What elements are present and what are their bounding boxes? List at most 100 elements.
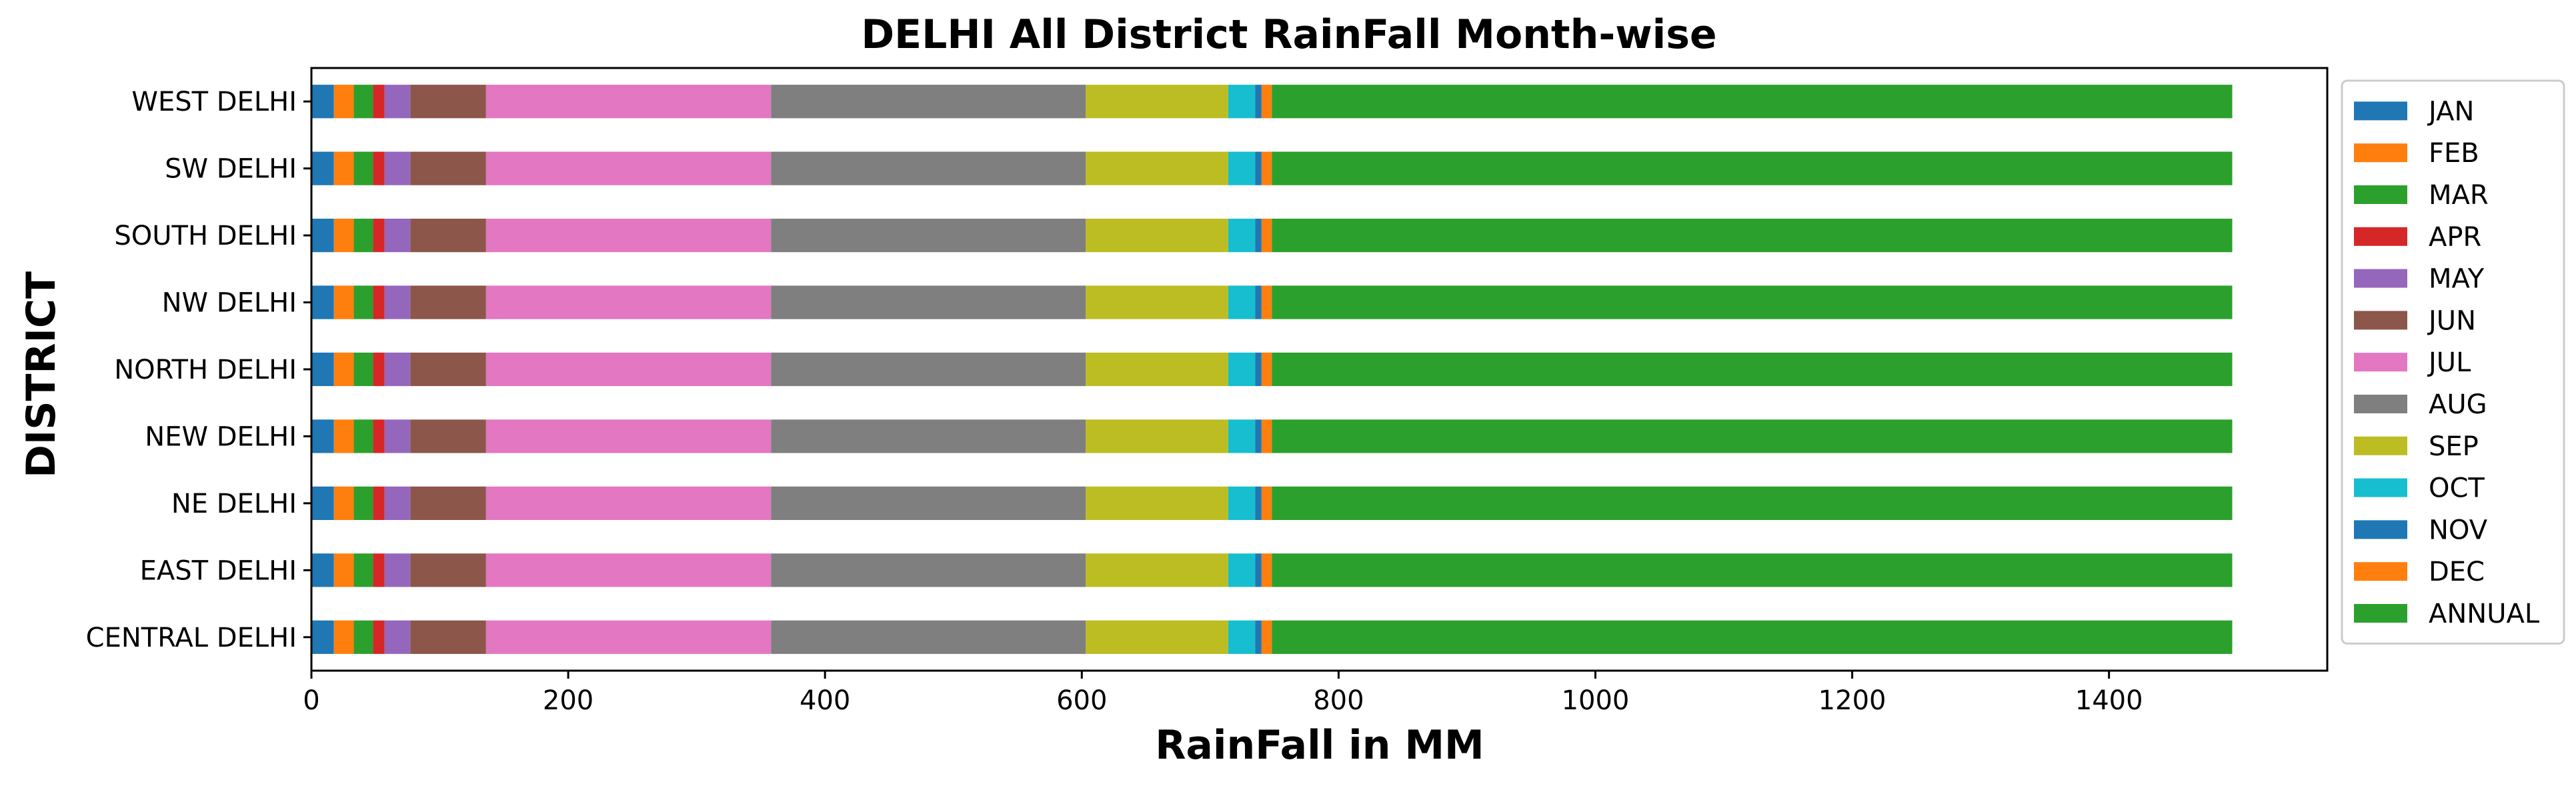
bar-segment-oct	[1228, 352, 1256, 387]
bar-segment-oct	[1228, 553, 1256, 587]
bar-segment-may	[384, 620, 411, 654]
bar-segment-annual	[1272, 219, 2233, 253]
bar-segment-dec	[1261, 553, 1272, 587]
bar-segment-may	[384, 285, 411, 319]
x-tick-label: 0	[303, 685, 319, 716]
bar-segment-may	[384, 486, 411, 520]
legend-swatch-mar	[2354, 185, 2407, 204]
bar-segment-apr	[373, 620, 385, 654]
legend-label: ANNUAL	[2429, 599, 2540, 629]
bar-segment-nov	[1255, 219, 1262, 253]
bar-segment-mar	[353, 553, 373, 587]
chart-title: DELHI All District RainFall Month-wise	[861, 11, 1716, 58]
bar-segment-oct	[1228, 486, 1256, 520]
bar-segment-mar	[353, 151, 373, 185]
bar-segment-jan	[311, 419, 334, 453]
bar-segment-jun	[410, 486, 486, 520]
bar-segment-dec	[1261, 85, 1272, 119]
y-axis-label: DISTRICT	[18, 271, 65, 478]
bar-segment-apr	[373, 553, 385, 587]
bar-segment-jan	[311, 553, 334, 587]
bar-segment-nov	[1255, 553, 1262, 587]
legend-label: MAY	[2429, 264, 2485, 295]
bar-segment-annual	[1272, 620, 2233, 654]
bar-segment-feb	[333, 219, 354, 253]
legend-swatch-nov	[2354, 520, 2407, 539]
plot-frame	[310, 67, 2329, 672]
bar-segment-jun	[410, 285, 486, 319]
bar-segment-aug	[771, 486, 1086, 520]
axes-layer: CENTRAL DELHI EAST DELHI NE DELHI NEW DELHI…	[86, 67, 2329, 716]
bar-segment-dec	[1261, 219, 1272, 253]
legend-swatch-aug	[2354, 395, 2407, 413]
bar-segment-jun	[410, 553, 486, 587]
bar-segment-mar	[353, 352, 373, 387]
bar-segment-may	[384, 151, 411, 185]
y-tick-label: NORTH DELHI	[114, 355, 297, 385]
bar-segment-annual	[1272, 486, 2233, 520]
legend-label: NOV	[2429, 515, 2488, 545]
x-tick-label: 600	[1056, 685, 1107, 716]
y-tick-label: NW DELHI	[162, 288, 297, 319]
legend-swatch-annual	[2354, 604, 2407, 623]
bar-segment-nov	[1255, 419, 1262, 453]
bar-segment-mar	[353, 486, 373, 520]
bar-segment-may	[384, 85, 411, 119]
legend: JAN FEB MAR APR MAY JUN JUL AUG SEP OCT NOV DEC ANNU…	[2341, 79, 2565, 645]
bar-segment-sep	[1086, 553, 1228, 587]
legend-swatch-feb	[2354, 143, 2407, 163]
legend-swatch-sep	[2354, 436, 2407, 455]
legend-swatch-oct	[2354, 478, 2407, 497]
bar-segment-sep	[1086, 419, 1228, 453]
bar-segment-feb	[333, 151, 354, 185]
bar-segment-jan	[311, 352, 334, 387]
bar-segment-oct	[1228, 85, 1256, 119]
legend-label: SEP	[2429, 431, 2479, 462]
bar-segment-sep	[1086, 285, 1228, 319]
bar-segment-jul	[485, 553, 772, 587]
bar-segment-sep	[1086, 85, 1228, 119]
bar-segment-apr	[373, 352, 385, 387]
legend-label: FEB	[2429, 138, 2479, 169]
bar-segment-apr	[373, 151, 385, 185]
bar-segment-feb	[333, 85, 354, 119]
bar-segment-nov	[1255, 486, 1262, 520]
bar-segment-feb	[333, 620, 354, 654]
bar-segment-apr	[373, 419, 385, 453]
bar-segment-dec	[1261, 620, 1272, 654]
y-tick-label: CENTRAL DELHI	[86, 623, 297, 653]
bar-segment-sep	[1086, 620, 1228, 654]
bar-segment-dec	[1261, 352, 1272, 387]
bar-segment-jul	[485, 285, 772, 319]
bar-segment-feb	[333, 419, 354, 453]
bar-segment-apr	[373, 85, 385, 119]
legend-label: AUG	[2429, 389, 2487, 420]
bar-segment-mar	[353, 419, 373, 453]
bar-segment-annual	[1272, 151, 2233, 185]
bar-segment-feb	[333, 486, 354, 520]
x-axis-label: RainFall in MM	[1155, 722, 1484, 769]
bar-segment-jan	[311, 219, 334, 253]
bar-segment-oct	[1228, 620, 1256, 654]
bar-segment-nov	[1255, 352, 1262, 387]
x-tick-label: 400	[800, 685, 850, 716]
bar-segment-mar	[353, 85, 373, 119]
bar-segment-apr	[373, 285, 385, 319]
bar-segment-annual	[1272, 85, 2233, 119]
x-tick-label: 800	[1313, 685, 1364, 716]
bar-segment-mar	[353, 285, 373, 319]
bar-segment-oct	[1228, 285, 1256, 319]
y-tick-label: SW DELHI	[165, 154, 297, 185]
y-tick-label: EAST DELHI	[140, 555, 297, 586]
bar-segment-jan	[311, 151, 334, 185]
bar-segment-dec	[1261, 151, 1272, 185]
bar-segment-oct	[1228, 419, 1256, 453]
bar-segment-jan	[311, 285, 334, 319]
bar-segment-aug	[771, 219, 1086, 253]
bar-segment-may	[384, 419, 411, 453]
bar-segment-sep	[1086, 486, 1228, 520]
bar-segment-sep	[1086, 151, 1228, 185]
bar-segment-oct	[1228, 151, 1256, 185]
bar-segment-annual	[1272, 419, 2233, 453]
y-tick-label: NE DELHI	[171, 489, 297, 519]
